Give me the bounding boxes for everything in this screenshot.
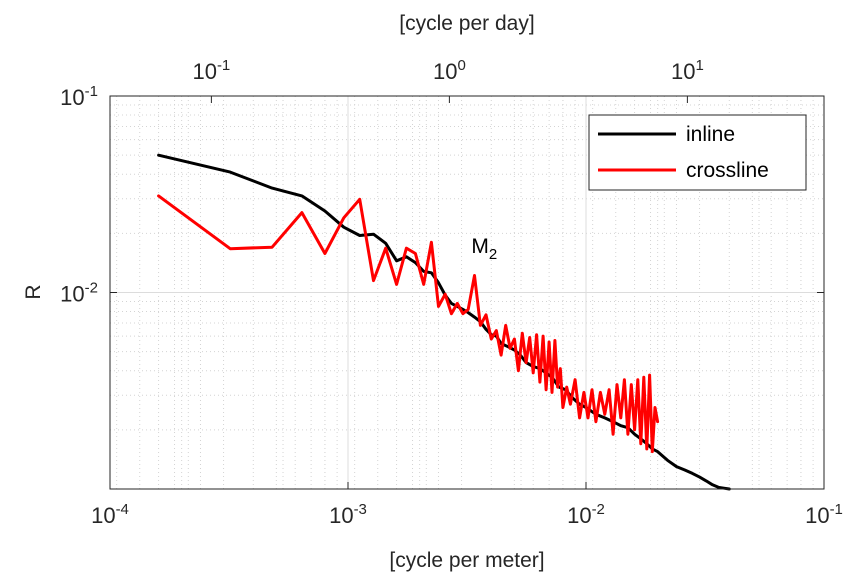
- top-tick-label-exponent: 1: [695, 57, 703, 74]
- top-tick-label: 101: [671, 57, 704, 84]
- y-tick-label-exponent: -1: [85, 83, 98, 100]
- legend-label-crossline: crossline: [686, 159, 769, 182]
- top-axis-label: [cycle per day]: [399, 12, 534, 35]
- top-tick-label-exponent: -1: [217, 57, 230, 74]
- annotation-layer: M2: [471, 235, 497, 263]
- y-tick-label: 10-2: [60, 280, 98, 307]
- x-axis-label: [cycle per meter]: [389, 549, 544, 572]
- x-tick-label-base: 10: [805, 503, 829, 528]
- x-tick-label: 10-1: [805, 501, 843, 528]
- top-tick-label: 100: [433, 57, 466, 84]
- annotation-subscript: 2: [489, 246, 497, 263]
- top-tick-label-base: 10: [192, 59, 216, 84]
- y-axis-label: R: [22, 284, 45, 299]
- x-tick-label-exponent: -2: [592, 501, 605, 518]
- legend: inline crossline: [588, 114, 807, 191]
- top-tick-label: 10-1: [192, 57, 230, 84]
- tick-marks: [109, 95, 825, 489]
- y-tick-label-exponent: -2: [85, 280, 98, 297]
- grid-major: [110, 96, 824, 489]
- y-tick-label: 10-1: [60, 83, 98, 110]
- x-tick-label: 10-2: [567, 501, 605, 528]
- x-tick-label: 10-4: [91, 501, 129, 528]
- legend-box: [588, 114, 807, 191]
- x-tick-label-exponent: -3: [354, 501, 367, 518]
- x-tick-label: 10-3: [329, 501, 367, 528]
- x-tick-label-base: 10: [567, 503, 591, 528]
- legend-label-inline: inline: [686, 123, 735, 146]
- x-tick-label-exponent: -1: [830, 501, 843, 518]
- top-tick-label-base: 10: [433, 59, 457, 84]
- y-tick-label-base: 10: [60, 85, 84, 110]
- annotation-main: M: [471, 235, 489, 258]
- x-tick-label-exponent: -4: [116, 501, 129, 518]
- series-layer: [157, 153, 731, 491]
- top-tick-label-base: 10: [671, 59, 695, 84]
- x-tick-label-base: 10: [329, 503, 353, 528]
- y-tick-label-base: 10: [60, 282, 84, 307]
- annotation-m2: M2: [471, 235, 497, 263]
- series-line-crossline: [157, 194, 660, 454]
- top-tick-label-exponent: 0: [457, 57, 465, 74]
- x-tick-label-base: 10: [91, 503, 115, 528]
